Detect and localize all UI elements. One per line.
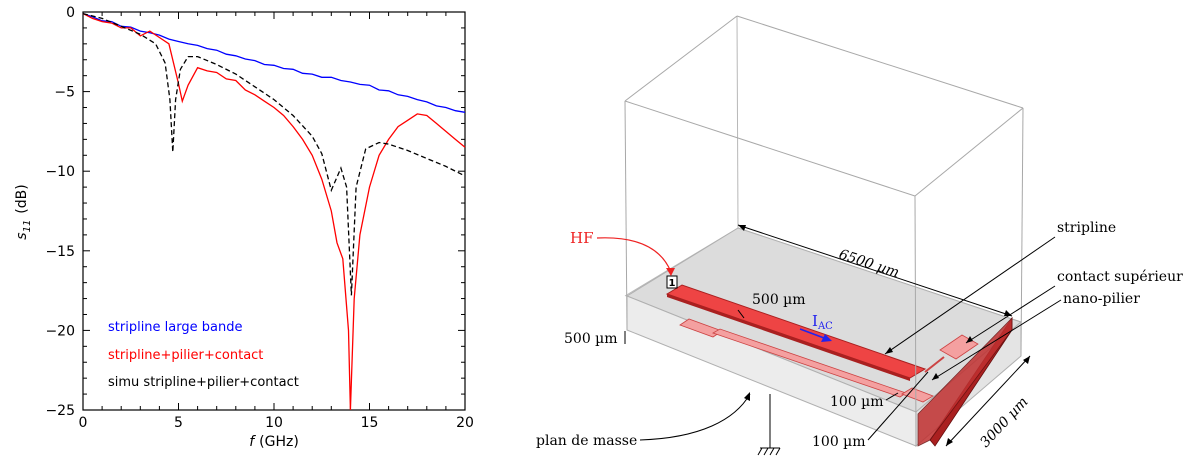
legend-entry-red: stripline+pilier+contact xyxy=(108,348,263,363)
series-line-1 xyxy=(82,13,466,411)
port-box xyxy=(666,275,678,289)
stripline-diagram: 1 HF IAC 6500 µm 500 µm 500 µm 3000 µm 1… xyxy=(536,15,1183,456)
callout-stripline: stripline xyxy=(1057,220,1116,236)
callout-stripline-head xyxy=(885,347,893,354)
dim-gap-label: 100 µm xyxy=(830,394,884,410)
dim-length-line xyxy=(737,224,1013,317)
stripline-front-edge xyxy=(667,294,910,381)
legend: stripline large bande stripline+pilier+c… xyxy=(108,320,299,390)
legend-entry-blue: stripline large bande xyxy=(108,320,242,335)
ground-symbol xyxy=(757,394,781,456)
callout-ground-leader xyxy=(639,393,751,441)
y-axis-var: s xyxy=(14,232,30,239)
s11-chart: 0 5 10 15 20 0 −5 −10 −15 −20 −25 f (GHz) s11 (dB) s… xyxy=(14,5,474,450)
dim-depth-head-b xyxy=(1023,356,1030,364)
box-front-edges xyxy=(624,15,1024,447)
y-tick-label: −5 xyxy=(54,85,75,101)
callout-pillar: nano-pilier xyxy=(1063,291,1140,307)
contact-link xyxy=(924,356,945,373)
axis-ticks: 0 5 10 15 20 0 −5 −10 −15 −20 −25 xyxy=(45,5,473,431)
x-tick-label: 0 xyxy=(79,415,88,431)
callout-pillar-leader xyxy=(931,299,1062,381)
x-axis-var: f xyxy=(249,434,256,450)
series-line-0 xyxy=(82,12,466,113)
dim-depth-line xyxy=(945,355,1031,447)
x-tick-label: 5 xyxy=(174,415,183,431)
y-axis-unit: (dB) xyxy=(14,184,30,213)
iac-arrow xyxy=(799,328,825,339)
y-tick-label: 0 xyxy=(66,5,75,21)
callout-stripline-leader xyxy=(884,236,1056,355)
hf-arrow-head xyxy=(666,268,675,276)
dim-depth-head-a xyxy=(946,438,953,446)
x-tick-label: 15 xyxy=(361,415,379,431)
legend-entry-black: simu stripline+pilier+contact xyxy=(108,375,299,390)
callout-ground: plan de masse xyxy=(536,433,637,449)
callout-contact-leader xyxy=(965,285,1056,344)
y-tick-label: −20 xyxy=(45,323,75,339)
dim-width-label: 500 µm xyxy=(752,292,806,308)
x-tick-label: 10 xyxy=(265,415,283,431)
y-axis-label: s11 (dB) xyxy=(14,184,33,239)
dim-length-head-b xyxy=(1004,310,1012,316)
callout-ground-head xyxy=(744,392,750,401)
hf-label: HF xyxy=(570,229,594,247)
dim-height-label: 500 µm xyxy=(564,331,618,347)
dim-depth-label: 3000 µm xyxy=(977,394,1031,451)
dim-width-line xyxy=(737,309,745,319)
dim-pillar-leader xyxy=(867,371,929,441)
y-tick-label: −10 xyxy=(45,164,75,180)
series-line-2 xyxy=(82,12,466,296)
iac-label: IAC xyxy=(812,312,833,332)
dim-pillar-label: 100 µm xyxy=(812,434,866,450)
x-tick-label: 20 xyxy=(456,415,474,431)
series-group xyxy=(82,12,466,411)
x-axis-unit: (GHz) xyxy=(259,434,299,450)
callout-pillar-head xyxy=(932,373,939,380)
dim-length-head-a xyxy=(738,225,746,231)
x-axis-label: f (GHz) xyxy=(249,434,299,450)
port-label: 1 xyxy=(669,278,676,289)
callout-contact: contact supérieur xyxy=(1057,269,1183,285)
ground-wall-face xyxy=(917,317,1013,447)
y-tick-label: −25 xyxy=(45,403,75,419)
y-tick-label: −15 xyxy=(45,244,75,260)
callout-contact-head xyxy=(966,336,973,343)
y-axis-sub: 11 xyxy=(22,220,33,233)
hf-arrow xyxy=(596,237,672,273)
iac-arrow-head xyxy=(821,334,832,342)
dim-gap-tick xyxy=(885,392,899,401)
